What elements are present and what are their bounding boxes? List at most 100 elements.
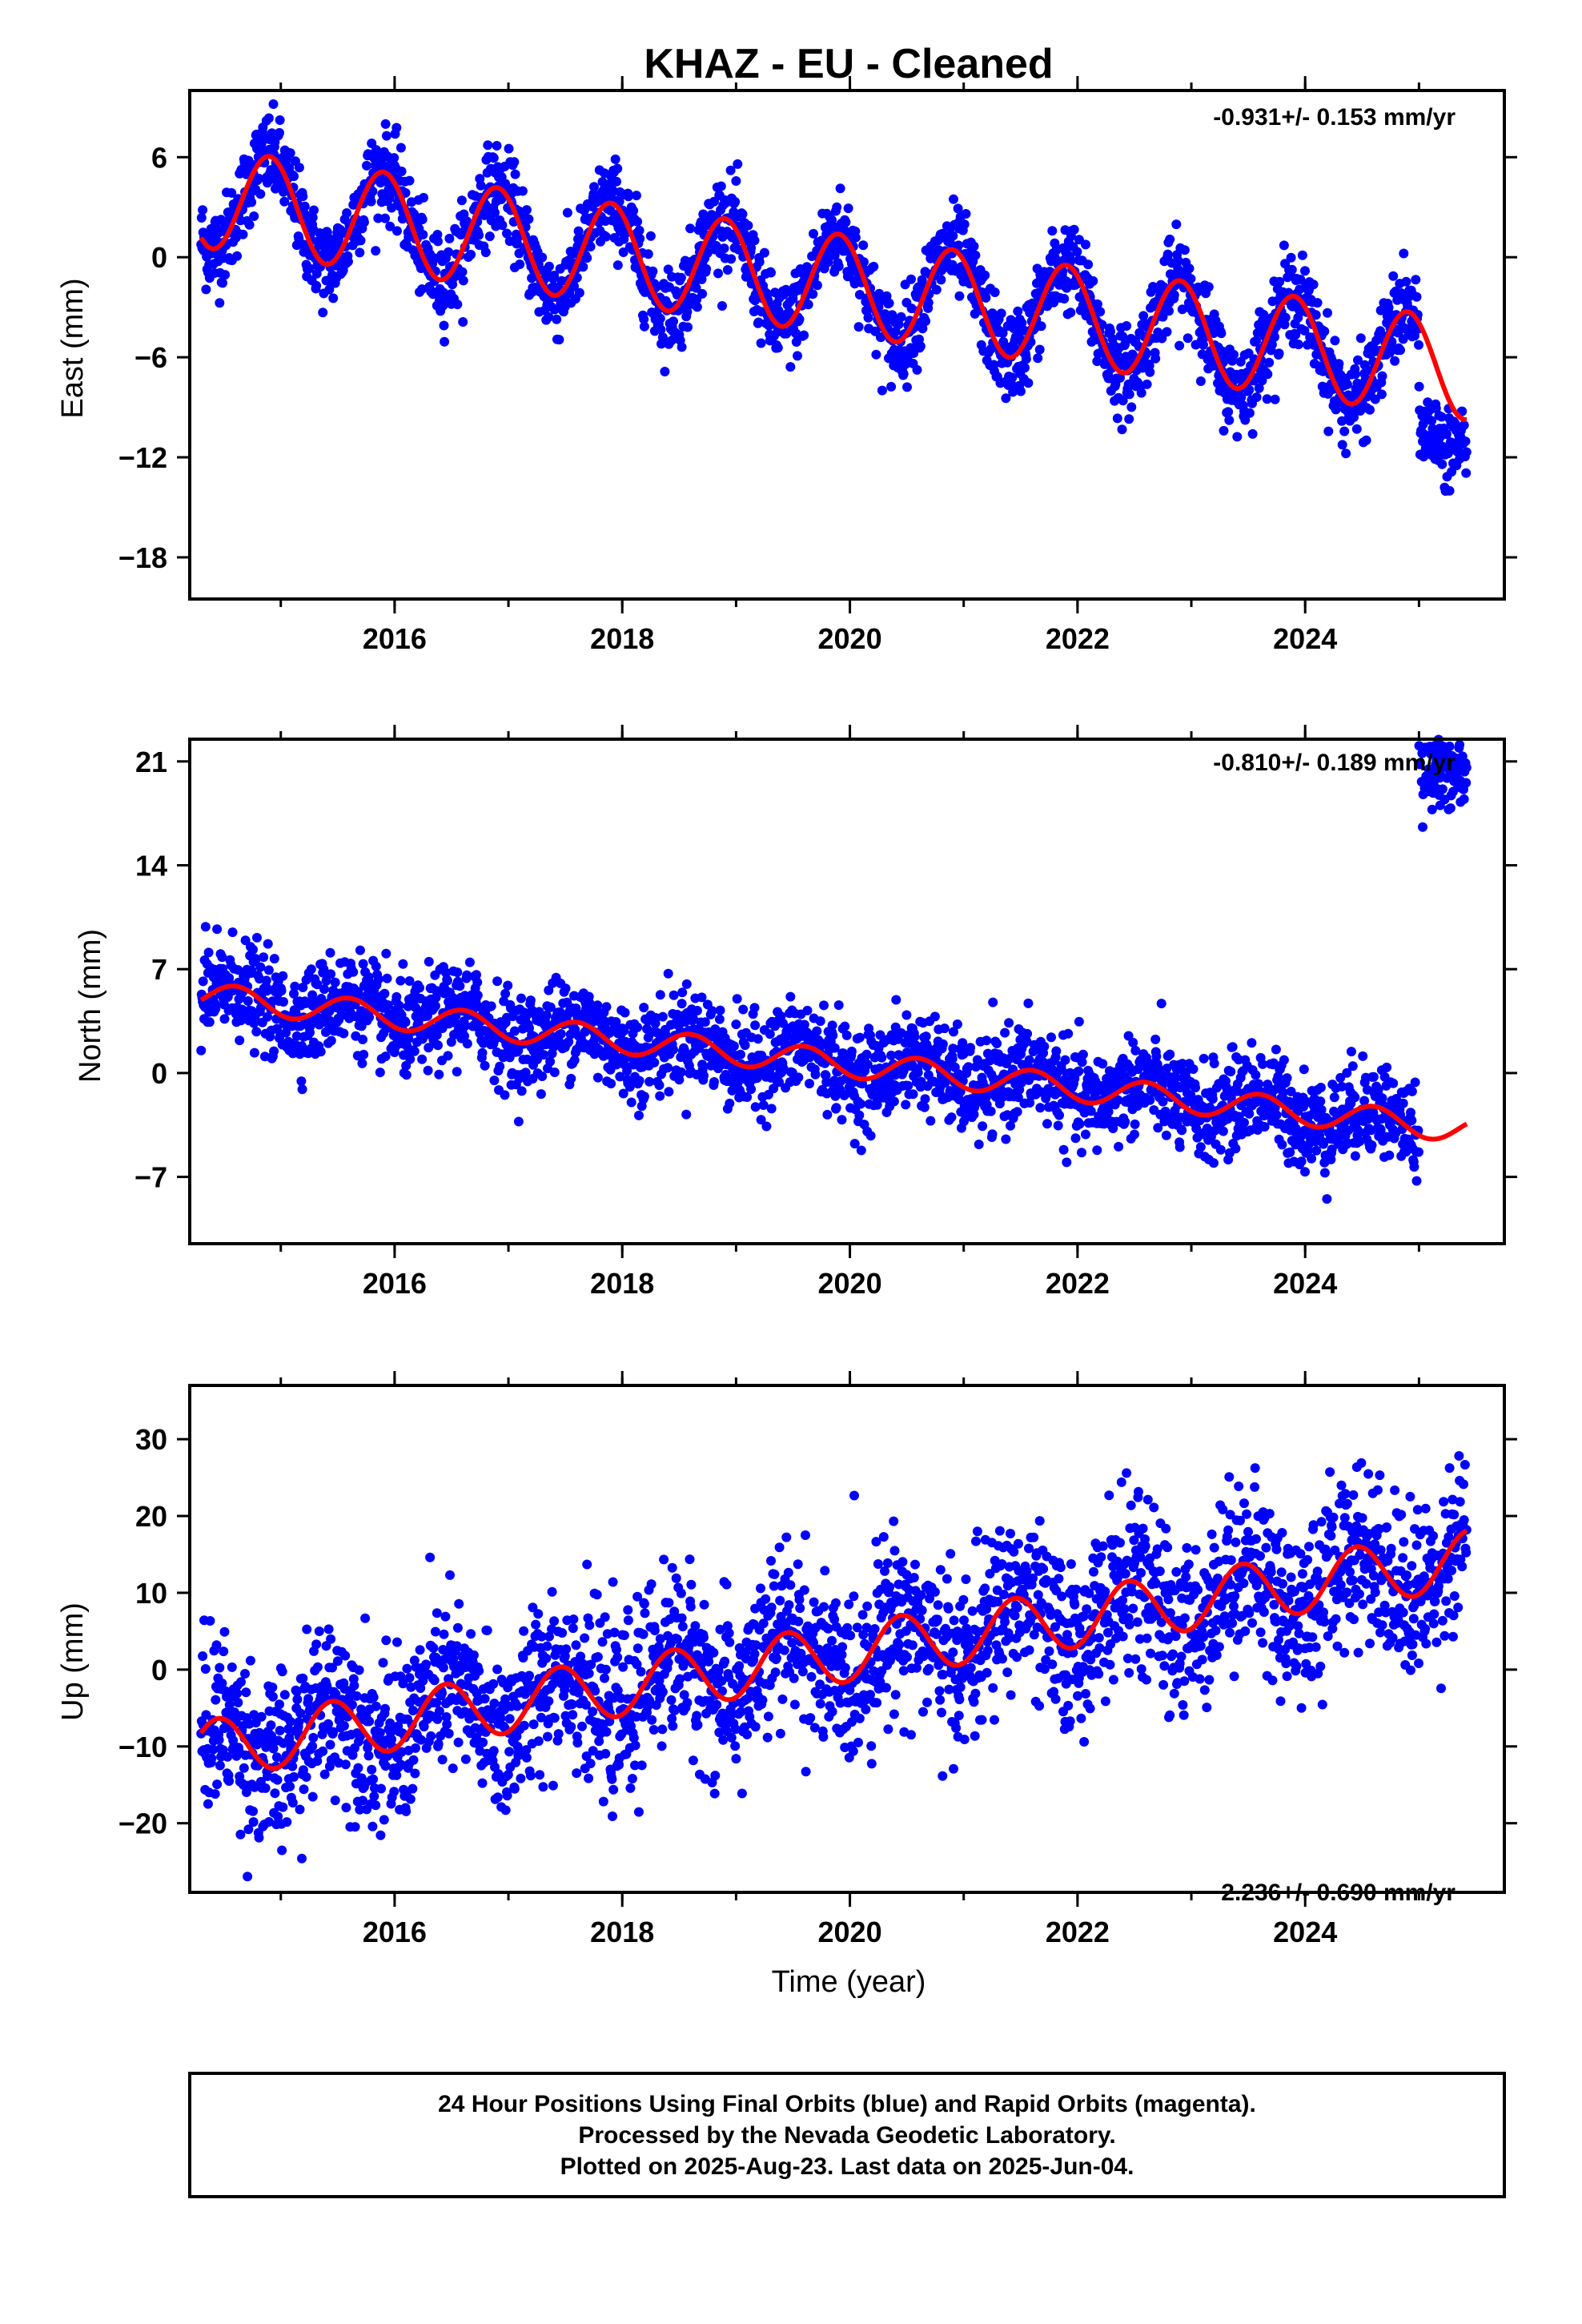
data-point bbox=[1329, 1092, 1339, 1103]
data-point bbox=[521, 205, 532, 215]
data-point bbox=[319, 984, 329, 995]
data-point bbox=[953, 203, 963, 214]
data-point bbox=[982, 1035, 992, 1046]
data-point bbox=[683, 322, 693, 332]
data-point bbox=[326, 1035, 336, 1046]
data-point bbox=[1088, 275, 1098, 286]
data-point bbox=[275, 115, 285, 125]
data-point bbox=[766, 267, 776, 278]
data-point bbox=[585, 242, 596, 251]
data-point bbox=[249, 211, 259, 221]
data-point bbox=[1323, 426, 1334, 436]
data-point bbox=[850, 232, 861, 243]
data-point bbox=[959, 219, 970, 230]
data-point bbox=[901, 1010, 912, 1020]
data-point bbox=[311, 280, 322, 291]
data-point bbox=[1000, 1027, 1010, 1038]
data-point bbox=[691, 283, 701, 293]
data-point bbox=[685, 223, 696, 234]
data-point bbox=[632, 1022, 643, 1032]
data-point bbox=[1339, 426, 1350, 436]
data-point bbox=[1334, 359, 1344, 369]
data-point bbox=[909, 1031, 920, 1042]
data-point bbox=[1039, 1041, 1050, 1051]
data-point bbox=[458, 317, 468, 327]
data-point bbox=[328, 293, 339, 304]
data-point bbox=[846, 1046, 857, 1056]
data-point bbox=[1263, 369, 1273, 380]
data-point bbox=[497, 220, 508, 231]
data-point bbox=[948, 231, 958, 241]
data-point bbox=[1231, 1144, 1241, 1154]
data-point bbox=[856, 1145, 866, 1156]
data-point bbox=[920, 1094, 930, 1104]
data-point bbox=[568, 248, 579, 259]
data-point bbox=[1117, 424, 1127, 435]
data-point bbox=[1271, 1110, 1282, 1120]
data-point bbox=[832, 202, 842, 212]
data-point bbox=[592, 1072, 603, 1083]
data-point bbox=[279, 196, 290, 207]
data-point bbox=[1286, 252, 1296, 263]
data-point bbox=[601, 1002, 612, 1012]
data-point bbox=[902, 382, 912, 392]
data-point bbox=[263, 965, 274, 975]
data-point bbox=[623, 191, 633, 202]
data-point bbox=[299, 201, 310, 211]
data-point bbox=[947, 1054, 958, 1064]
data-point bbox=[458, 275, 468, 286]
data-point bbox=[628, 206, 639, 216]
data-point bbox=[1036, 321, 1046, 332]
data-point bbox=[1179, 245, 1190, 255]
data-point bbox=[1074, 1066, 1084, 1076]
data-point bbox=[733, 244, 744, 255]
data-point bbox=[996, 308, 1006, 319]
data-point bbox=[516, 1086, 527, 1096]
data-point bbox=[448, 279, 458, 290]
data-point bbox=[725, 165, 736, 175]
data-point bbox=[1311, 1145, 1322, 1156]
data-point bbox=[740, 1040, 750, 1051]
data-point bbox=[992, 1039, 1002, 1048]
data-point bbox=[484, 231, 495, 242]
data-point bbox=[1020, 363, 1030, 373]
data-point bbox=[655, 1091, 665, 1101]
data-point bbox=[1174, 1142, 1185, 1152]
data-point bbox=[452, 300, 463, 310]
data-point bbox=[612, 163, 623, 174]
data-point bbox=[840, 1021, 850, 1031]
data-point bbox=[490, 207, 500, 218]
data-point bbox=[664, 1087, 674, 1097]
data-point bbox=[1218, 1126, 1228, 1136]
data-point bbox=[715, 1005, 725, 1015]
data-point bbox=[815, 1016, 825, 1027]
x-tick-label: 2022 bbox=[1046, 622, 1110, 655]
data-point bbox=[1274, 348, 1284, 359]
data-point bbox=[419, 192, 428, 203]
data-point bbox=[251, 1027, 262, 1037]
data-point bbox=[1414, 340, 1423, 350]
data-point bbox=[537, 1072, 548, 1081]
data-point bbox=[639, 321, 649, 332]
data-point bbox=[969, 241, 979, 251]
data-point bbox=[466, 249, 476, 259]
data-point bbox=[1145, 1095, 1155, 1105]
data-point bbox=[828, 1031, 838, 1040]
data-point bbox=[355, 247, 365, 258]
data-point bbox=[502, 228, 512, 239]
data-point bbox=[517, 186, 528, 196]
data-point bbox=[980, 270, 990, 280]
data-point bbox=[244, 219, 255, 230]
data-point bbox=[1388, 271, 1399, 281]
data-point bbox=[1199, 1053, 1209, 1063]
data-point bbox=[793, 1072, 804, 1083]
data-point bbox=[1300, 266, 1310, 276]
data-point bbox=[1390, 356, 1400, 366]
data-point bbox=[1399, 248, 1409, 259]
data-point bbox=[1165, 234, 1175, 244]
data-point bbox=[509, 157, 520, 167]
data-point bbox=[381, 948, 391, 959]
data-point bbox=[537, 252, 548, 263]
